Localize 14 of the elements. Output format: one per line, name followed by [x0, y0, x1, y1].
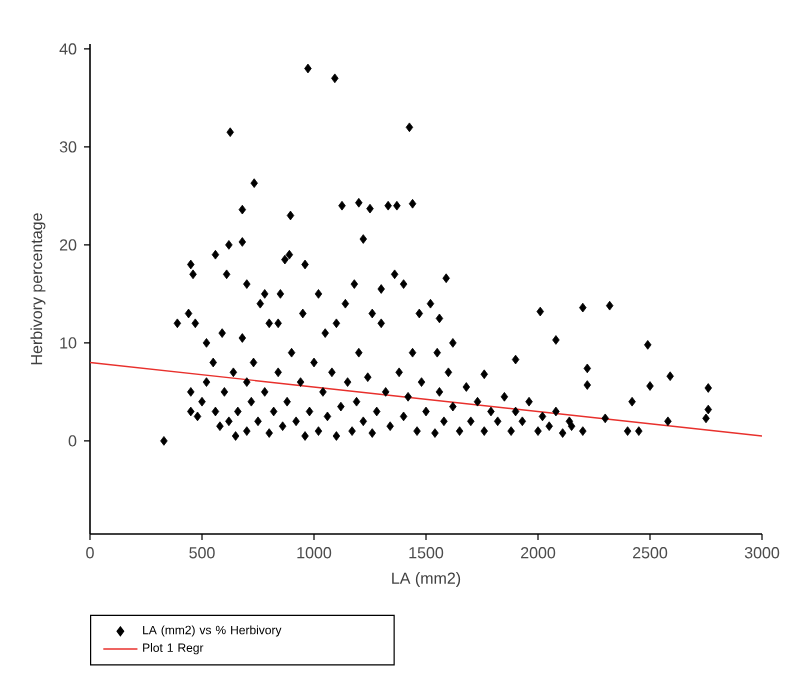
- x-axis-title: LA (mm2): [392, 572, 461, 588]
- x-tick-label: 2000: [521, 547, 556, 559]
- y-tick-label: 30: [59, 141, 77, 153]
- y-axis-title: Herbivory percentage: [30, 213, 46, 365]
- x-tick-label: 0: [86, 547, 94, 559]
- x-tick-label: 1500: [409, 547, 444, 559]
- x-tick-label: 3000: [744, 547, 780, 559]
- x-tick-label: 1000: [297, 547, 332, 559]
- y-tick-label: 40: [59, 43, 77, 55]
- x-tick-label: 500: [189, 547, 215, 559]
- x-tick-label: 2500: [633, 547, 668, 559]
- y-tick-label: 0: [68, 435, 77, 447]
- y-tick-label: 20: [59, 239, 77, 251]
- y-tick-label: 10: [60, 337, 77, 349]
